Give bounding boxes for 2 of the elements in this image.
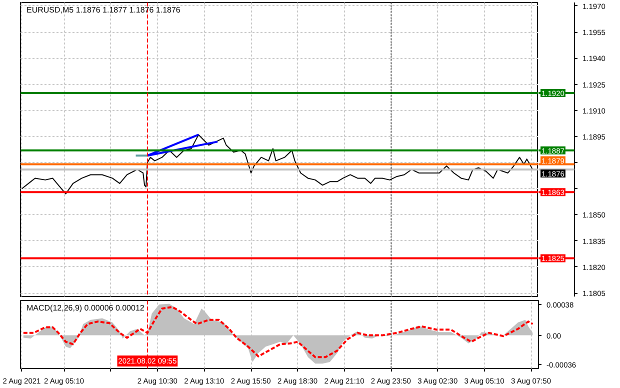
chart-title: EURUSD,M5 1.1876 1.1877 1.1876 1.1876 bbox=[26, 6, 181, 14]
chart-title: MACD(12,26,9) 0.00006 0.00012 bbox=[26, 304, 145, 312]
